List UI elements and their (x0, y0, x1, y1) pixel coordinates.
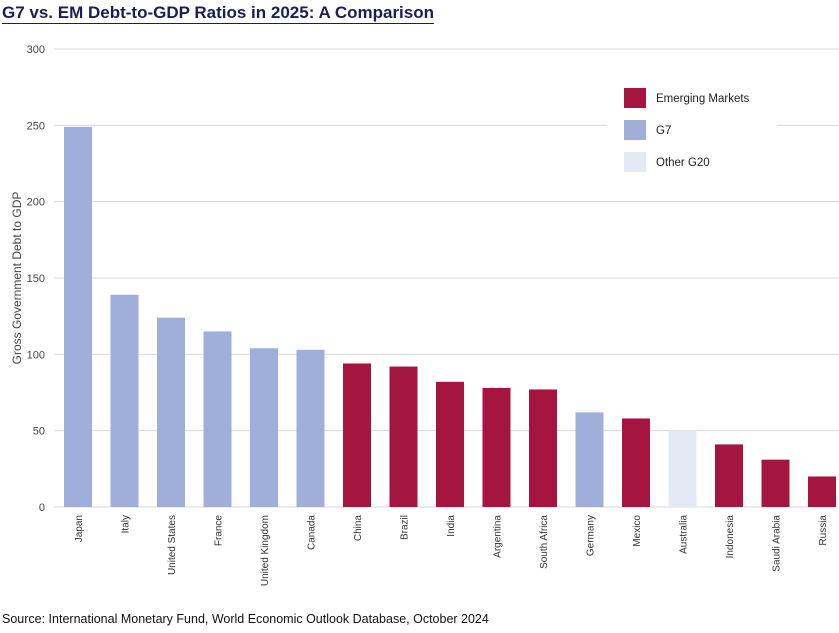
y-tick-label-3: 150 (27, 273, 45, 285)
bar-china (343, 363, 371, 507)
x-tick-label-argentina: Argentina (493, 515, 504, 558)
bar-russia (808, 476, 836, 507)
y-tick-label-1: 50 (33, 426, 45, 438)
bar-south-africa (529, 389, 557, 507)
x-tick-label-brazil: Brazil (400, 515, 411, 540)
x-tick-label-south-africa: South Africa (539, 515, 550, 569)
x-tick-label-canada: Canada (307, 515, 318, 550)
y-tick-label-4: 200 (27, 197, 45, 209)
bar-canada (296, 349, 325, 507)
x-tick-label-australia: Australia (679, 515, 690, 554)
y-tick-label-0: 0 (39, 502, 45, 514)
y-tick-label-5: 250 (27, 120, 45, 132)
x-tick-label-saudi-arabia: Saudi Arabia (772, 515, 783, 572)
bar-saudi-arabia (761, 459, 790, 507)
chart-title: G7 vs. EM Debt-to-GDP Ratios in 2025: A … (2, 3, 435, 24)
legend: Emerging Markets G7 Other G20 (607, 71, 777, 176)
bar-australia (668, 430, 697, 507)
x-tick-label-united-states: United States (167, 515, 178, 575)
legend-swatch-0 (624, 88, 646, 108)
bar-chart: 0 50 100 150 200 250 300 Gross Government Debt… (10, 44, 839, 587)
bar-argentina (482, 387, 511, 507)
x-tick-label-russia: Russia (818, 515, 829, 546)
bar-germany (575, 412, 604, 507)
legend-label-2: Other G20 (656, 157, 710, 169)
x-tick-label-china: China (353, 515, 364, 542)
bar-mexico (622, 418, 650, 507)
bar-brazil (389, 366, 418, 507)
y-axis-ticks: 0 50 100 150 200 250 300 (27, 44, 45, 514)
x-tick-label-united-kingdom: United Kingdom (260, 515, 271, 586)
x-tick-label-italy: Italy (121, 515, 132, 533)
x-tick-label-india: India (446, 515, 457, 537)
bar-united-states (157, 317, 185, 507)
bar-india (436, 381, 464, 507)
legend-label-1: G7 (656, 125, 671, 137)
legend-label-0: Emerging Markets (656, 93, 750, 105)
bar-united-kingdom (250, 348, 278, 507)
legend-swatch-2 (624, 152, 646, 172)
y-axis-label: Gross Government Debt to GDP (10, 192, 24, 365)
bar-indonesia (715, 444, 743, 507)
bar-japan (64, 126, 92, 508)
x-tick-label-japan: Japan (74, 515, 85, 542)
y-tick-label-2: 100 (27, 349, 45, 361)
x-tick-label-indonesia: Indonesia (725, 515, 736, 559)
x-tick-label-france: France (214, 515, 225, 547)
source-note: Source: International Monetary Fund, Wor… (2, 612, 489, 626)
y-tick-label-6: 300 (27, 44, 45, 56)
x-axis-ticks: Japan Italy United States France United King… (74, 515, 829, 587)
x-tick-label-germany: Germany (586, 515, 597, 556)
bars (64, 126, 836, 508)
legend-swatch-1 (624, 120, 646, 140)
bar-france (203, 331, 232, 507)
bar-italy (110, 294, 139, 507)
x-tick-label-mexico: Mexico (632, 515, 643, 547)
